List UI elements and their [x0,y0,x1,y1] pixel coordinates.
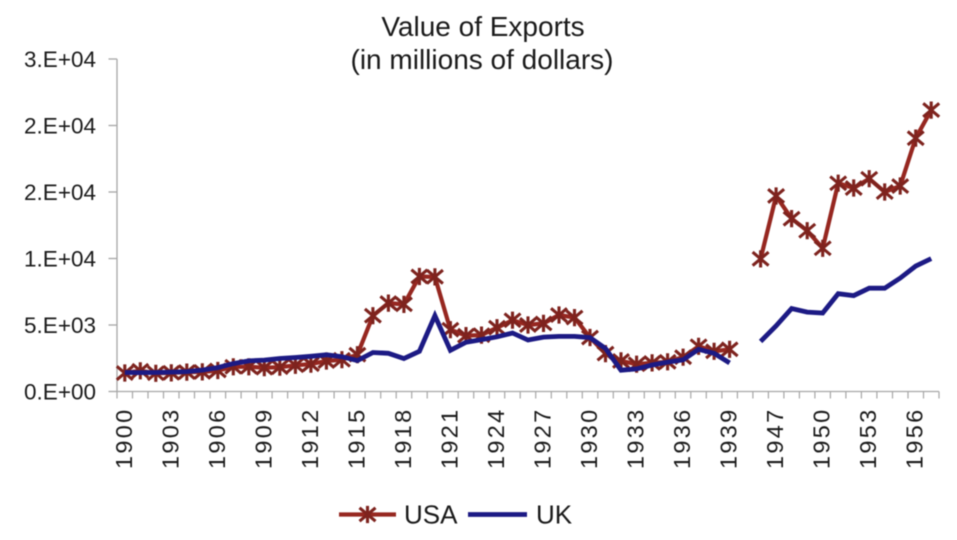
svg-text:1956: 1956 [902,408,928,469]
svg-text:1927: 1927 [530,408,556,469]
svg-text:1906: 1906 [204,408,230,469]
svg-text:1947: 1947 [762,408,788,469]
svg-text:3.E+04: 3.E+04 [24,47,96,72]
svg-text:1924: 1924 [483,408,509,469]
svg-text:1903: 1903 [157,408,183,469]
svg-text:1921: 1921 [436,408,462,469]
svg-text:1936: 1936 [669,408,695,469]
svg-text:1953: 1953 [855,408,881,469]
svg-text:1909: 1909 [250,408,276,469]
svg-text:1900: 1900 [111,408,137,469]
svg-text:0.E+00: 0.E+00 [24,380,96,405]
svg-text:1950: 1950 [809,408,835,469]
svg-text:1939: 1939 [716,408,742,469]
svg-text:UK: UK [536,500,573,530]
svg-text:1930: 1930 [576,408,602,469]
svg-text:1915: 1915 [343,408,369,469]
svg-text:2.E+04: 2.E+04 [24,180,96,205]
svg-text:Value of Exports: Value of Exports [381,11,584,42]
svg-text:(in millions of dollars): (in millions of dollars) [351,44,614,75]
svg-text:5.E+03: 5.E+03 [24,313,96,338]
svg-text:1912: 1912 [297,408,323,469]
svg-text:1.E+04: 1.E+04 [24,247,96,272]
svg-text:1918: 1918 [390,408,416,469]
svg-text:2.E+04: 2.E+04 [24,114,96,139]
svg-text:1933: 1933 [623,408,649,469]
svg-text:USA: USA [404,500,458,530]
